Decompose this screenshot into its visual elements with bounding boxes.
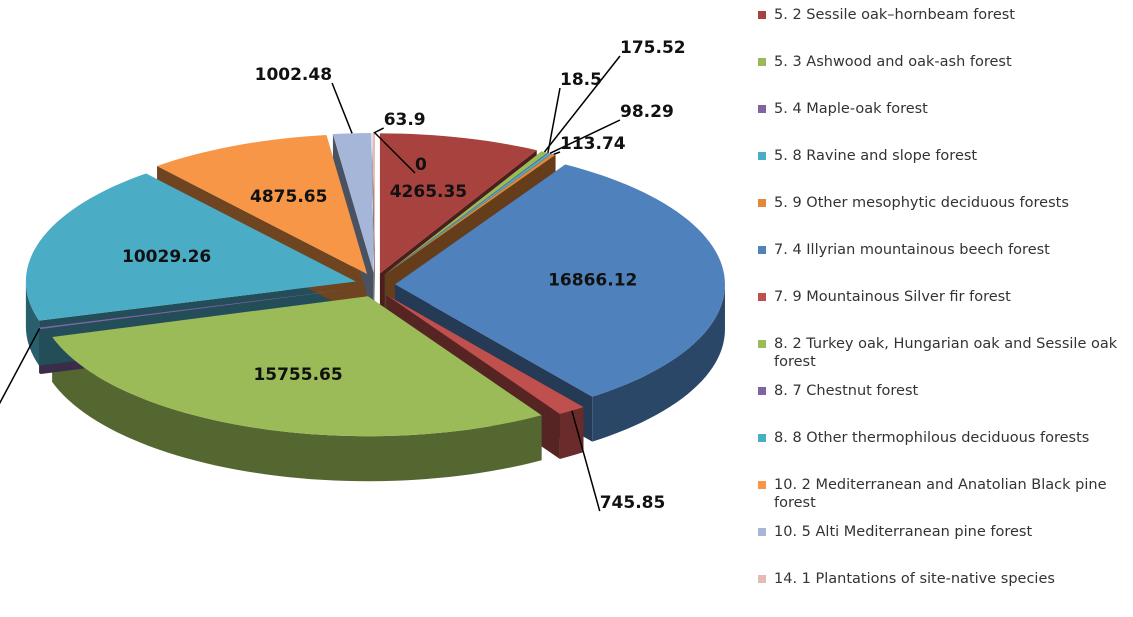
pie-side (559, 407, 584, 459)
legend-swatch (758, 340, 766, 348)
legend-label: 10. 2 Mediterranean and Anatolian Black … (774, 477, 1107, 511)
legend: 5. 2 Sessile oak–hornbeam forest 5. 3 Ash… (758, 6, 1130, 617)
legend-label: 7. 9 Mountainous Silver fir forest (774, 289, 1011, 305)
pie-slice (394, 164, 725, 397)
legend-item: 14. 1 Plantations of site-native species (758, 570, 1130, 617)
pie-tops (25, 133, 725, 437)
legend-label: 8. 8 Other thermophilous deciduous fores… (774, 430, 1090, 446)
legend-item: 10. 2 Mediterranean and Anatolian Black … (758, 476, 1130, 523)
legend-swatch (758, 293, 766, 301)
leader-line (571, 410, 601, 512)
legend-item: 8. 8 Other thermophilous deciduous fores… (758, 429, 1130, 476)
pie-slice (385, 153, 556, 275)
pie-slice (384, 152, 552, 275)
legend-label: 5. 4 Maple-oak forest (774, 101, 928, 117)
legend-item: 5. 4 Maple-oak forest (758, 100, 1130, 147)
pie-slice (52, 296, 542, 437)
legend-swatch (758, 199, 766, 207)
data-label: 4875.65 (250, 187, 327, 207)
legend-label: 5. 3 Ashwood and oak-ash forest (774, 54, 1012, 70)
pie-slice (157, 135, 368, 274)
legend-label: 8. 2 Turkey oak, Hungarian oak and Sessi… (774, 336, 1118, 370)
pie-side (25, 281, 40, 366)
leader-line (0, 328, 41, 405)
legend-label: 8. 7 Chestnut forest (774, 383, 919, 399)
data-label: 63.9 (384, 110, 426, 130)
legend-item: 10. 5 Alti Mediterranean pine forest (758, 523, 1130, 570)
data-label: 16866.12 (548, 270, 637, 290)
leader-line (374, 132, 416, 174)
leader-line (373, 127, 385, 134)
legend-item: 8. 7 Chestnut forest (758, 382, 1130, 429)
data-label: 10029.26 (122, 247, 211, 267)
data-label: 745.85 (600, 493, 666, 513)
legend-swatch (758, 246, 766, 254)
legend-item: 7. 9 Mountainous Silver fir forest (758, 288, 1130, 335)
data-label: 15755.65 (253, 365, 342, 385)
legend-item: 8. 2 Turkey oak, Hungarian oak and Sessi… (758, 335, 1130, 382)
pie-side (52, 336, 542, 482)
pie-slice (332, 133, 374, 274)
pie-slice (384, 152, 549, 275)
legend-item: 5. 9 Other mesophytic deciduous forests (758, 194, 1130, 241)
pie-slice (25, 173, 356, 321)
legend-swatch (758, 481, 766, 489)
leader-line (553, 151, 561, 156)
legend-swatch (758, 575, 766, 583)
legend-swatch (758, 105, 766, 113)
legend-label: 5. 2 Sessile oak–hornbeam forest (774, 7, 1015, 23)
pie-slice (39, 288, 356, 330)
legend-label: 14. 1 Plantations of site-native species (774, 571, 1055, 587)
legend-swatch (758, 11, 766, 19)
legend-item: 5. 3 Ashwood and oak-ash forest (758, 53, 1130, 100)
legend-label: 5. 8 Ravine and slope forest (774, 148, 978, 164)
pie-slice (386, 294, 584, 414)
legend-label: 10. 5 Alti Mediterranean pine forest (774, 524, 1033, 540)
chart: 4265.35 175.52 18.5 98.29 113.74 16866.12 745.… (0, 38, 725, 513)
leader-line (331, 82, 353, 134)
pie-side (592, 284, 725, 442)
legend-label: 7. 4 Illyrian mountainous beech forest (774, 242, 1050, 258)
legend-swatch (758, 387, 766, 395)
data-label: 4265.35 (390, 182, 467, 202)
data-label: 0 (415, 155, 427, 175)
leader-line (549, 119, 621, 155)
pie-slice (379, 133, 537, 274)
leader-line (543, 55, 621, 153)
legend-item: 5. 8 Ravine and slope forest (758, 147, 1130, 194)
legend-label: 5. 9 Other mesophytic deciduous forests (774, 195, 1069, 211)
legend-item: 5. 2 Sessile oak–hornbeam forest (758, 6, 1130, 53)
pie-slice (372, 133, 375, 274)
data-label: 175.52 (620, 38, 686, 58)
data-label: 18.5 (560, 70, 602, 90)
data-label: 98.29 (620, 102, 674, 122)
leader-line (547, 87, 561, 153)
pie-wall (372, 133, 375, 319)
legend-swatch (758, 528, 766, 536)
data-label: 113.74 (560, 134, 626, 154)
legend-item: 7. 4 Illyrian mountainous beech forest (758, 241, 1130, 288)
legend-swatch (758, 58, 766, 66)
data-label: 1002.48 (255, 65, 332, 85)
legend-swatch (758, 434, 766, 442)
labels: 4265.35 175.52 18.5 98.29 113.74 16866.12 745.… (0, 38, 686, 513)
pie-slice (384, 151, 548, 275)
legend-swatch (758, 152, 766, 160)
